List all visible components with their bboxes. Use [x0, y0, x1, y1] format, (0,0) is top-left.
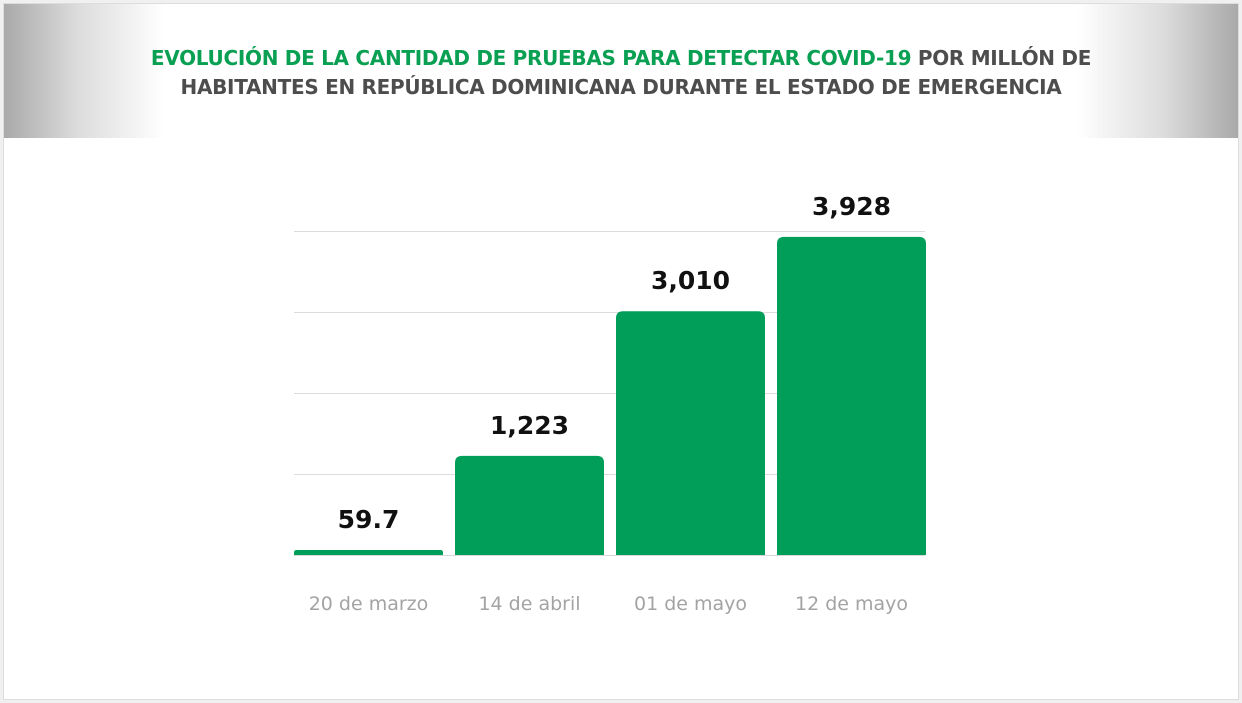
x-tick-label: 20 de marzo	[309, 593, 429, 615]
chart-title: EVOLUCIÓN DE LA CANTIDAD DE PRUEBAS PARA…	[104, 44, 1138, 102]
x-tick-label: 14 de abril	[478, 593, 580, 615]
chart-header: EVOLUCIÓN DE LA CANTIDAD DE PRUEBAS PARA…	[4, 4, 1238, 138]
chart-frame: EVOLUCIÓN DE LA CANTIDAD DE PRUEBAS PARA…	[3, 3, 1239, 700]
data-label: 1,223	[490, 411, 569, 440]
value-labels: 59.7 1,223 3,010 3,928	[338, 192, 891, 534]
bar	[777, 236, 926, 555]
bar-chart: 59.7 1,223 3,010 3,928 20 de marzo 14 de abr…	[294, 192, 926, 615]
chart-title-rest: POR MILLÓN DE HABITANTES EN REPÚBLICA DO…	[180, 46, 1092, 99]
data-label: 59.7	[338, 505, 400, 534]
data-label: 3,010	[651, 266, 730, 295]
bar	[455, 455, 604, 555]
bar	[294, 550, 443, 555]
bars	[294, 236, 926, 555]
bar	[616, 311, 765, 555]
chart-title-highlight: EVOLUCIÓN DE LA CANTIDAD DE PRUEBAS PARA…	[150, 46, 912, 70]
data-label: 3,928	[812, 192, 891, 221]
x-tick-label: 12 de mayo	[795, 593, 908, 615]
x-axis-ticks: 20 de marzo 14 de abril 01 de mayo 12 de ma…	[309, 593, 908, 615]
x-tick-label: 01 de mayo	[634, 593, 747, 615]
